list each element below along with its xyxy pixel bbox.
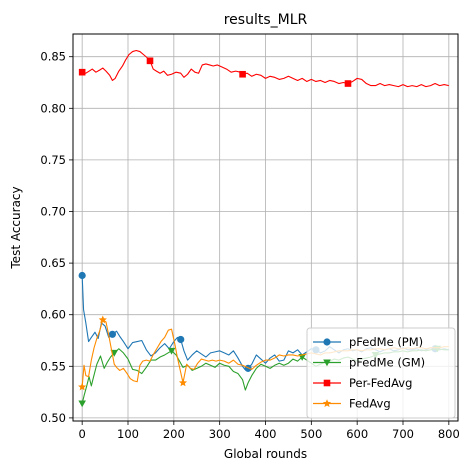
x-axis-label: Global rounds bbox=[224, 447, 307, 461]
y-axis-label: Test Accuracy bbox=[9, 186, 23, 269]
y-tick-label: 0.75 bbox=[40, 153, 66, 167]
data-point-marker bbox=[177, 335, 185, 344]
legend-label: Per-FedAvg bbox=[349, 376, 412, 390]
legend-marker bbox=[323, 338, 331, 346]
legend-marker bbox=[323, 379, 331, 387]
legend-label: pFedMe (GM) bbox=[349, 356, 425, 370]
data-point-marker bbox=[344, 80, 352, 87]
legend-marker bbox=[323, 359, 331, 367]
legend-item: pFedMe (GM) bbox=[313, 356, 425, 370]
x-tick-label: 800 bbox=[438, 427, 460, 441]
series-per-fedavg bbox=[78, 49, 449, 88]
data-point-marker bbox=[78, 400, 86, 408]
x-tick-label: 0 bbox=[79, 427, 86, 441]
x-tick-label: 600 bbox=[346, 427, 368, 441]
data-point-marker bbox=[167, 347, 176, 355]
data-point-marker bbox=[108, 330, 117, 338]
legend: pFedMe (PM) pFedMe (GM) Per-FedAvg FedAvg bbox=[306, 327, 456, 419]
data-point-marker bbox=[178, 378, 188, 387]
y-tick-label: 0.60 bbox=[40, 308, 66, 322]
x-tick-label: 700 bbox=[392, 427, 414, 441]
chart-title: results_MLR bbox=[224, 12, 308, 28]
legend-item: FedAvg bbox=[313, 397, 391, 411]
data-point-marker bbox=[78, 382, 87, 391]
data-point-marker bbox=[78, 271, 86, 280]
data-point-marker bbox=[98, 315, 107, 324]
x-tick-label: 500 bbox=[300, 427, 322, 441]
x-tick-label: 100 bbox=[117, 427, 139, 441]
y-axis: 0.50 0.55 0.60 0.65 0.70 0.75 0.80 0.85 bbox=[40, 50, 73, 425]
y-tick-label: 0.65 bbox=[40, 256, 66, 270]
y-tick-label: 0.85 bbox=[40, 50, 66, 64]
data-point-marker bbox=[239, 70, 246, 78]
y-tick-label: 0.70 bbox=[40, 205, 66, 219]
x-tick-label: 200 bbox=[163, 427, 185, 441]
data-point-marker bbox=[78, 68, 86, 76]
x-axis: 0 100 200 300 400 500 600 700 800 bbox=[79, 421, 460, 441]
legend-label: FedAvg bbox=[349, 397, 391, 411]
y-tick-label: 0.55 bbox=[40, 359, 66, 373]
x-tick-label: 400 bbox=[255, 427, 277, 441]
x-tick-label: 300 bbox=[209, 427, 231, 441]
legend-item: pFedMe (PM) bbox=[313, 335, 423, 349]
y-tick-label: 0.50 bbox=[40, 411, 66, 425]
y-tick-label: 0.80 bbox=[40, 101, 66, 115]
legend-item: Per-FedAvg bbox=[313, 376, 412, 390]
legend-marker bbox=[322, 399, 332, 407]
data-point-marker bbox=[146, 57, 154, 65]
legend-label: pFedMe (PM) bbox=[349, 335, 423, 349]
legend-box bbox=[306, 327, 456, 419]
